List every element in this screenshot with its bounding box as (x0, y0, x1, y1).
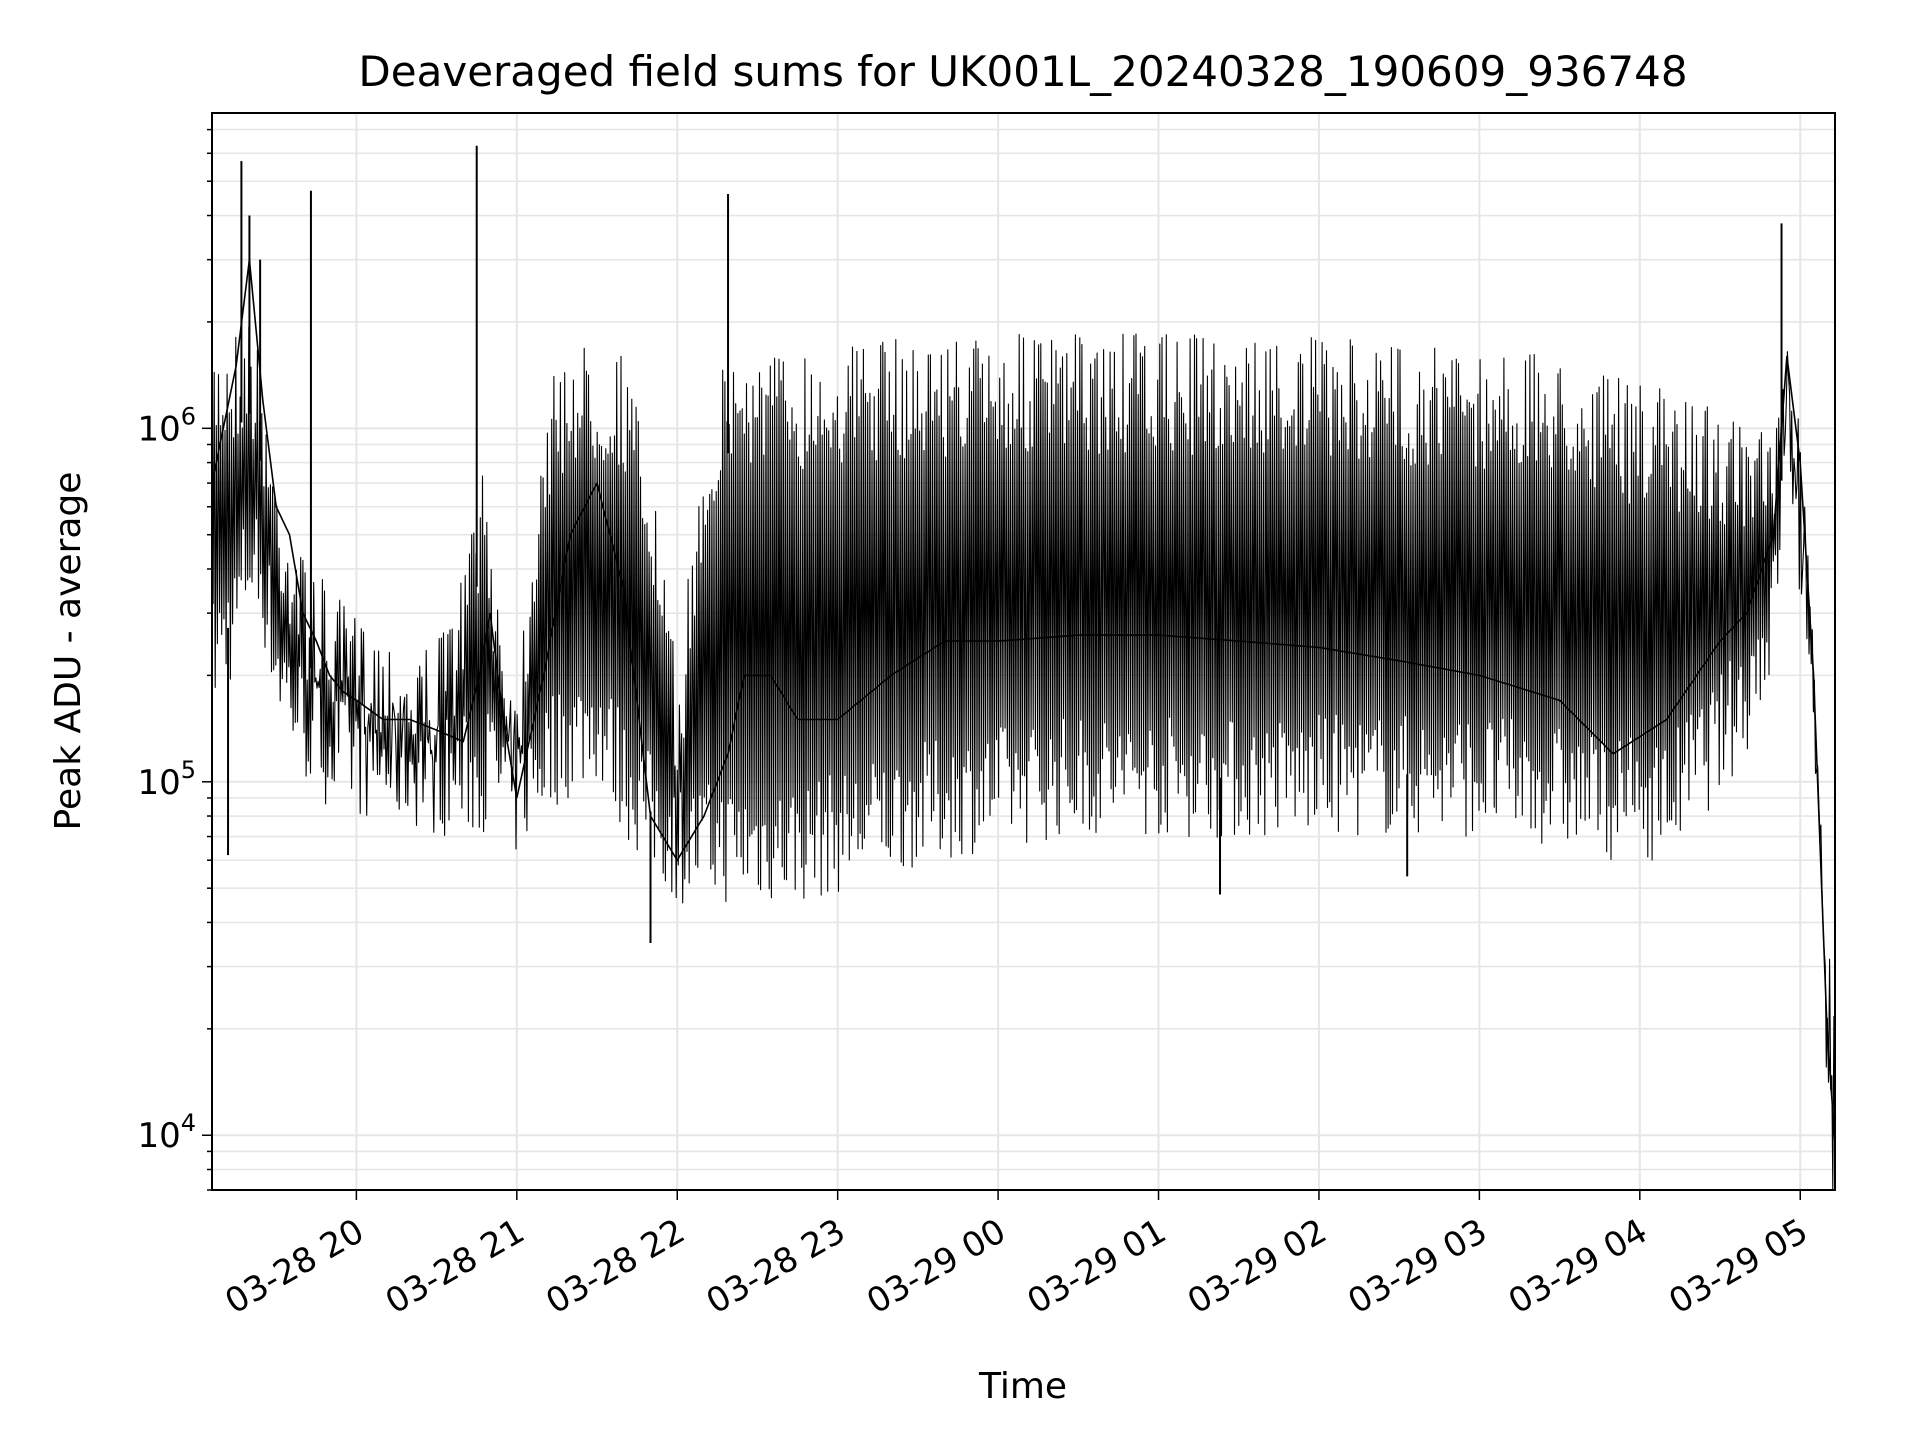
y-tick-label: 106 (137, 402, 196, 449)
plot-frame (211, 112, 1836, 1191)
series-oscillation-line (211, 326, 1836, 1191)
chart-title: Deaveraged field sums for UK001L_2024032… (358, 47, 1687, 96)
data-series-band (211, 326, 1836, 1191)
x-axis-label: Time (978, 1366, 1067, 1407)
data-series (211, 145, 1836, 1144)
y-axis-ticks: 104 105 106 (137, 128, 212, 1191)
y-tick-label: 104 (137, 1109, 196, 1156)
series-trend-line (211, 259, 1836, 1144)
y-axis-label: Peak ADU - average (48, 472, 89, 831)
y-tick-label: 105 (137, 756, 196, 803)
